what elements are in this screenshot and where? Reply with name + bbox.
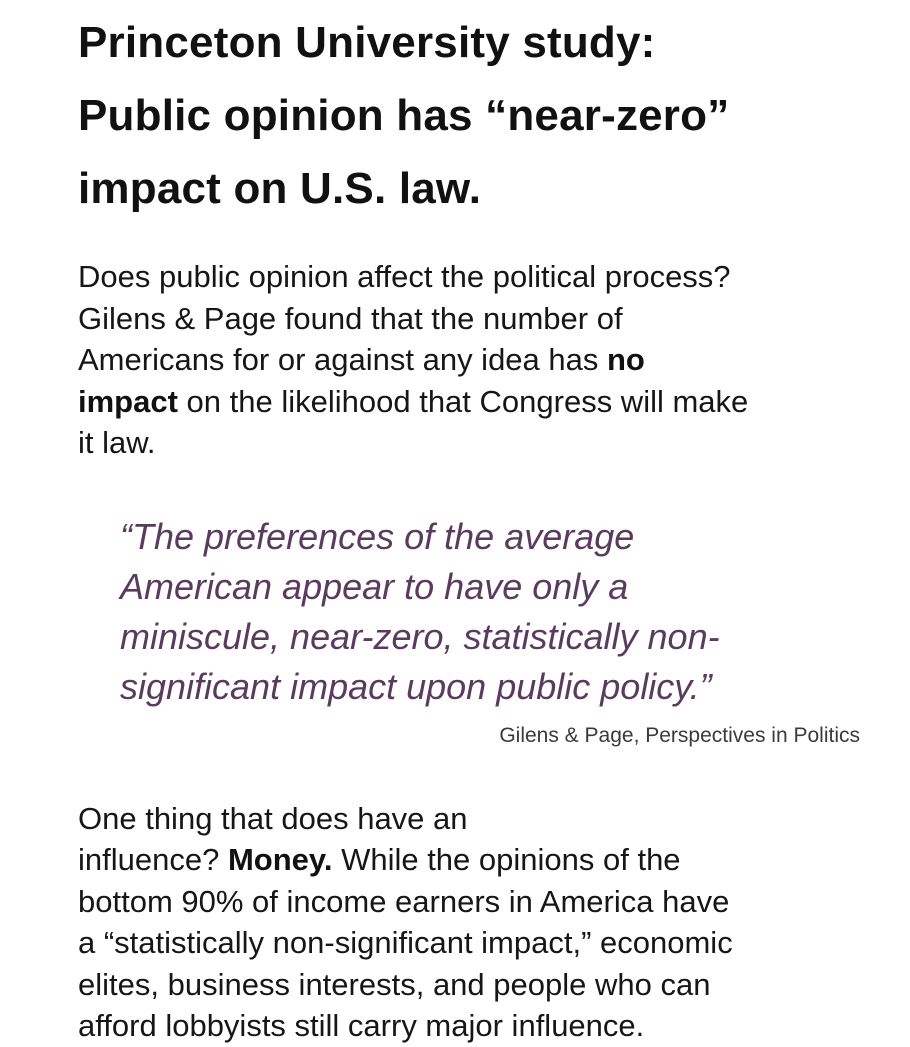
body-line: One thing that does have an	[78, 800, 468, 836]
body-line: bottom 90% of income earners in America …	[78, 883, 730, 919]
quote-line: miniscule, near-zero, statistically non-	[120, 615, 720, 657]
headline: Princeton University study: Public opini…	[78, 0, 878, 225]
quote-line: significant impact upon public policy.”	[120, 665, 712, 707]
body-text: While the opinions of the	[332, 842, 681, 877]
intro-line: it law.	[78, 425, 156, 460]
pull-quote: “The preferences of the average American…	[120, 512, 878, 712]
intro-text: on the likelihood that Congress will mak…	[177, 383, 749, 419]
body-line: afford lobbyists still carry major influ…	[78, 1008, 645, 1043]
emphasis-no: no	[607, 342, 645, 377]
emphasis-money: Money.	[227, 842, 333, 877]
body-paragraph: One thing that does have an influence? M…	[78, 798, 878, 1047]
intro-line: Americans for or against any idea has no	[78, 339, 878, 381]
headline-line: impact on U.S. law.	[78, 164, 482, 213]
headline-line: Princeton University study:	[78, 18, 656, 67]
body-text: influence?	[78, 842, 228, 877]
quote-line: American appear to have only a	[120, 565, 629, 607]
intro-text: Americans for or against any idea has	[78, 342, 607, 377]
body-line: elites, business interests, and people w…	[78, 966, 711, 1002]
headline-line: Public opinion has “near-zero”	[78, 91, 730, 140]
body-line: influence? Money. While the opinions of …	[78, 839, 878, 881]
intro-paragraph: Does public opinion affect the political…	[78, 256, 878, 464]
emphasis-impact: impact	[78, 383, 178, 419]
intro-line: Gilens & Page found that the number of	[78, 300, 623, 336]
intro-line: Does public opinion affect the political…	[78, 259, 731, 294]
body-line: a “statistically non-significant impact,…	[78, 925, 733, 960]
article: Princeton University study: Public opini…	[78, 0, 878, 1047]
quote-line: “The preferences of the average	[120, 515, 635, 557]
intro-line: impact on the likelihood that Congress w…	[78, 381, 878, 423]
quote-attribution: Gilens & Page, Perspectives in Politics	[499, 723, 860, 747]
